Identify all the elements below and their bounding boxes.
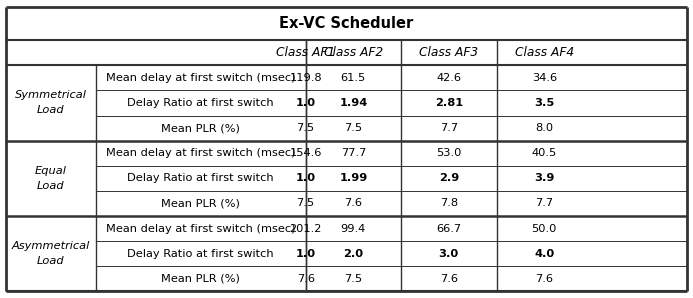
Text: 1.0: 1.0 — [295, 249, 315, 259]
Text: 7.5: 7.5 — [344, 123, 362, 133]
Text: 7.6: 7.6 — [297, 274, 315, 284]
Text: 42.6: 42.6 — [437, 73, 462, 83]
Text: 7.5: 7.5 — [297, 123, 315, 133]
Text: Ex-VC Scheduler: Ex-VC Scheduler — [279, 16, 414, 31]
Text: 99.4: 99.4 — [341, 224, 366, 234]
Text: 40.5: 40.5 — [532, 148, 557, 158]
Text: Mean delay at first switch (msec): Mean delay at first switch (msec) — [106, 148, 295, 158]
Text: 1.94: 1.94 — [339, 98, 367, 108]
Text: Mean PLR (%): Mean PLR (%) — [161, 198, 240, 209]
Text: Mean PLR (%): Mean PLR (%) — [161, 123, 240, 133]
Text: 1.99: 1.99 — [339, 173, 367, 183]
Text: 3.5: 3.5 — [534, 98, 554, 108]
Text: 7.6: 7.6 — [440, 274, 458, 284]
Text: Load: Load — [37, 181, 64, 191]
Text: Delay Ratio at first switch: Delay Ratio at first switch — [128, 249, 274, 259]
Text: Mean delay at first switch (msec): Mean delay at first switch (msec) — [106, 224, 295, 234]
Text: 7.7: 7.7 — [440, 123, 458, 133]
Text: 2.0: 2.0 — [343, 249, 363, 259]
Text: 4.0: 4.0 — [534, 249, 554, 259]
Text: Symmetrical: Symmetrical — [15, 90, 87, 100]
Text: 154.6: 154.6 — [290, 148, 322, 158]
Text: 119.8: 119.8 — [289, 73, 322, 83]
Text: Load: Load — [37, 256, 64, 266]
Text: 3.9: 3.9 — [534, 173, 554, 183]
Text: 8.0: 8.0 — [535, 123, 553, 133]
Text: Load: Load — [37, 105, 64, 116]
Text: Class AF4: Class AF4 — [515, 46, 574, 59]
Text: 53.0: 53.0 — [436, 148, 462, 158]
Text: Class AF3: Class AF3 — [419, 46, 478, 59]
Text: 34.6: 34.6 — [532, 73, 556, 83]
Text: 77.7: 77.7 — [341, 148, 366, 158]
Text: 7.6: 7.6 — [535, 274, 553, 284]
Text: 1.0: 1.0 — [295, 173, 315, 183]
Text: 66.7: 66.7 — [436, 224, 462, 234]
Text: Delay Ratio at first switch: Delay Ratio at first switch — [128, 173, 274, 183]
Text: Class AF1: Class AF1 — [276, 46, 335, 59]
Text: 2.9: 2.9 — [439, 173, 459, 183]
Text: 7.5: 7.5 — [297, 198, 315, 209]
Text: 7.5: 7.5 — [344, 274, 362, 284]
Text: 7.6: 7.6 — [344, 198, 362, 209]
Text: 1.0: 1.0 — [295, 98, 315, 108]
Text: 2.81: 2.81 — [435, 98, 463, 108]
Text: Asymmetrical: Asymmetrical — [11, 241, 89, 251]
Text: Delay Ratio at first switch: Delay Ratio at first switch — [128, 98, 274, 108]
Text: Mean PLR (%): Mean PLR (%) — [161, 274, 240, 284]
Text: 3.0: 3.0 — [439, 249, 459, 259]
Text: Mean delay at first switch (msec): Mean delay at first switch (msec) — [106, 73, 295, 83]
Text: Class AF2: Class AF2 — [324, 46, 383, 59]
Text: 7.7: 7.7 — [535, 198, 553, 209]
Text: 201.2: 201.2 — [290, 224, 322, 234]
Text: 61.5: 61.5 — [341, 73, 366, 83]
Text: 50.0: 50.0 — [532, 224, 557, 234]
Text: Equal: Equal — [35, 166, 67, 176]
Text: 7.8: 7.8 — [440, 198, 458, 209]
